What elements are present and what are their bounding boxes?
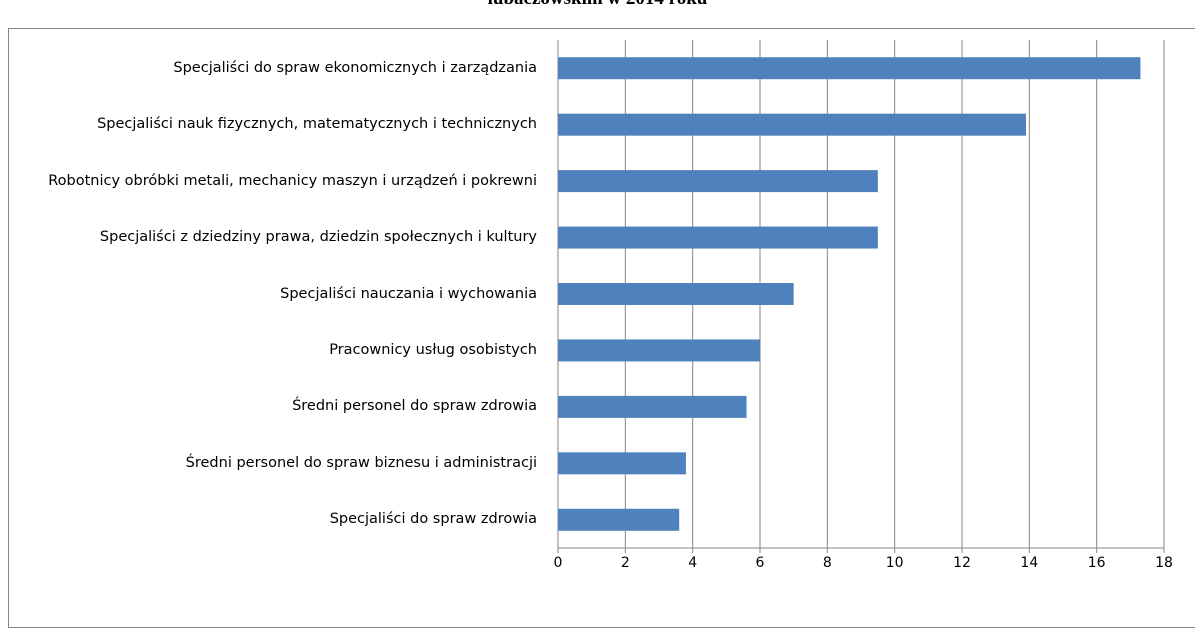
x-tick-label: 0 xyxy=(554,555,563,571)
x-tick-label: 16 xyxy=(1088,555,1106,571)
bar xyxy=(558,226,878,249)
x-tick-label: 2 xyxy=(621,555,630,571)
chart-title: lubaczowskim w 2014 roku xyxy=(0,0,1195,10)
x-tick-label: 10 xyxy=(886,555,904,571)
bar xyxy=(558,283,794,305)
x-tick-label: 8 xyxy=(823,555,832,571)
bar xyxy=(558,170,878,193)
category-text: Specjaliści do spraw ekonomicznych i zar… xyxy=(173,59,537,76)
bar xyxy=(558,113,1026,136)
y-tick-label: Specjaliści do spraw zdrowia xyxy=(14,495,537,545)
y-tick-label: Specjaliści do spraw ekonomicznych i zar… xyxy=(14,43,537,93)
y-tick-label: Pracownicy usług osobistych xyxy=(14,325,537,375)
category-text: Specjaliści nauczania i wychowania xyxy=(280,285,537,302)
category-text: Pracownicy usług osobistych xyxy=(329,341,537,358)
y-tick-label: Robotnicy obróbki metali, mechanicy masz… xyxy=(14,156,537,206)
x-tick-label: 14 xyxy=(1020,555,1038,571)
x-tick-label: 4 xyxy=(688,555,697,571)
category-text: Specjaliści z dziedziny prawa, dziedzin … xyxy=(99,229,537,246)
bar xyxy=(558,452,686,475)
category-text: Średni personel do spraw zdrowia xyxy=(292,398,537,415)
x-tick-label: 6 xyxy=(756,555,765,571)
x-tick-label: 18 xyxy=(1155,555,1173,571)
category-text: Specjaliści nauk fizycznych, matematyczn… xyxy=(97,116,537,133)
bar xyxy=(558,395,747,418)
category-text: Specjaliści do spraw zdrowia xyxy=(329,511,537,528)
x-tick-label: 12 xyxy=(953,555,971,571)
category-text: Robotnicy obróbki metali, mechanicy masz… xyxy=(48,172,537,189)
bar xyxy=(558,508,680,531)
y-tick-label: Specjaliści nauk fizycznych, matematyczn… xyxy=(14,100,537,150)
y-tick-label: Średni personel do spraw biznesu i admin… xyxy=(14,438,537,488)
y-tick-label: Średni personel do spraw zdrowia xyxy=(14,382,537,432)
bar xyxy=(558,339,760,362)
chart: 0 2 4 6 8 10 12 14 16 18 xyxy=(554,40,1173,571)
bar xyxy=(558,57,1141,80)
category-text: Średni personel do spraw biznesu i admin… xyxy=(185,454,537,471)
y-tick-label: Specjaliści z dziedziny prawa, dziedzin … xyxy=(14,213,537,263)
y-tick-label: Specjaliści nauczania i wychowania xyxy=(14,269,537,319)
